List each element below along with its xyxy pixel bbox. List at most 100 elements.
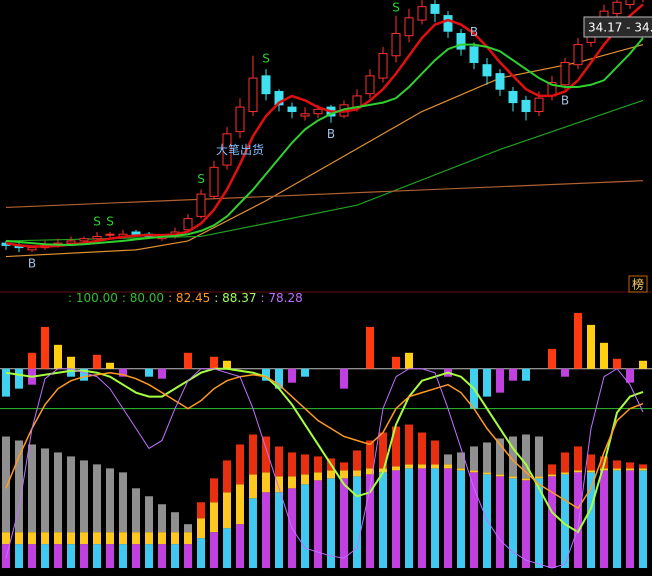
signal-label: S: [106, 215, 114, 229]
stack-bar: [301, 484, 309, 569]
stack-bar: [444, 454, 452, 465]
stack-bar: [535, 436, 543, 477]
stack-bar: [301, 474, 309, 485]
stack-bar: [444, 468, 452, 569]
stack-bar: [15, 544, 23, 569]
stack-bar: [223, 460, 231, 493]
stack-bar: [197, 518, 205, 539]
stack-bar: [158, 504, 166, 533]
stack-bar: [210, 532, 218, 569]
candle-body: [404, 17, 414, 37]
stack-bar: [600, 468, 608, 471]
stack-bar: [184, 544, 192, 569]
indicator-panel: [0, 312, 652, 569]
stack-bar: [54, 532, 62, 545]
stack-bar: [41, 544, 49, 569]
signal-label: S: [392, 1, 400, 15]
indicator-line: [5, 371, 644, 510]
stack-bar: [249, 474, 257, 499]
stack-bar: [15, 440, 23, 533]
stack-bar: [639, 468, 647, 471]
signal-label: S: [262, 52, 270, 66]
stack-bar: [405, 424, 413, 465]
candle-body: [365, 75, 375, 95]
moving-average: [5, 99, 644, 242]
stack-bar: [366, 440, 374, 469]
upper-bar: [639, 360, 647, 369]
hanging-bar: [301, 368, 309, 377]
stack-bar: [327, 470, 335, 479]
price-panel: [1, 0, 644, 258]
stack-bar: [28, 544, 36, 569]
stack-bar: [67, 456, 75, 533]
stack-bar: [457, 452, 465, 469]
stack-bar: [249, 434, 257, 475]
upper-bar: [67, 356, 75, 369]
stack-bar: [457, 468, 465, 471]
candle-body: [417, 6, 427, 21]
stack-bar: [418, 468, 426, 569]
stack-bar: [470, 470, 478, 473]
price-tag-box: [583, 16, 652, 38]
stack-bar: [106, 532, 114, 545]
hanging-bar: [145, 368, 153, 377]
stack-bar: [184, 524, 192, 533]
candle-body: [573, 44, 583, 66]
stack-bar: [509, 436, 517, 477]
stack-bar: [366, 474, 374, 569]
stack-bar: [262, 436, 270, 473]
upper-bar: [28, 352, 36, 369]
candle-body: [612, 1, 622, 14]
candle-body: [508, 90, 518, 104]
upper-bar: [106, 362, 114, 369]
stack-bar: [522, 480, 530, 569]
stack-bar: [522, 478, 530, 481]
stack-bar: [54, 452, 62, 533]
stack-bar: [184, 532, 192, 545]
stack-bar: [54, 544, 62, 569]
stack-bar: [93, 532, 101, 545]
hanging-bar: [522, 368, 530, 381]
hanging-bar: [158, 368, 166, 379]
hanging-bar: [119, 368, 127, 377]
stack-bar: [145, 532, 153, 545]
stack-bar: [41, 448, 49, 533]
upper-bar: [41, 326, 49, 369]
stack-bar: [249, 498, 257, 569]
candle-body: [274, 90, 284, 106]
stack-bar: [353, 476, 361, 569]
upper-bar: [548, 348, 556, 369]
candle-body: [456, 32, 466, 50]
hanging-bar: [262, 368, 270, 381]
upper-bar: [587, 324, 595, 369]
candle-body: [183, 218, 193, 231]
indicator-line: [5, 368, 644, 569]
signal-label: S: [93, 215, 101, 229]
stack-bar: [405, 468, 413, 569]
stack-bar: [236, 484, 244, 525]
stack-bar: [470, 472, 478, 569]
legend-value: : 100.00: [68, 291, 118, 305]
stack-bar: [171, 532, 179, 545]
legend-value: : 78.28: [260, 291, 303, 305]
stack-bar: [80, 532, 88, 545]
signal-label: B: [561, 94, 569, 108]
stack-bar: [119, 544, 127, 569]
stack-bar: [171, 512, 179, 533]
stack-bar: [275, 446, 283, 477]
candle-body: [391, 32, 401, 57]
stack-bar: [561, 472, 569, 475]
price-tag: 34.17 - 34.7: [588, 21, 652, 35]
stack-bar: [444, 464, 452, 469]
stack-bar: [132, 532, 140, 545]
stack-bar: [457, 470, 465, 569]
candle-body: [196, 193, 206, 217]
stack-bar: [106, 544, 114, 569]
candle-body: [222, 133, 232, 166]
stack-bar: [288, 476, 296, 489]
stack-bar: [236, 524, 244, 569]
hanging-bar: [483, 368, 491, 397]
stack-bar: [483, 472, 491, 475]
hanging-bar: [496, 368, 504, 393]
upper-bar: [366, 326, 374, 369]
